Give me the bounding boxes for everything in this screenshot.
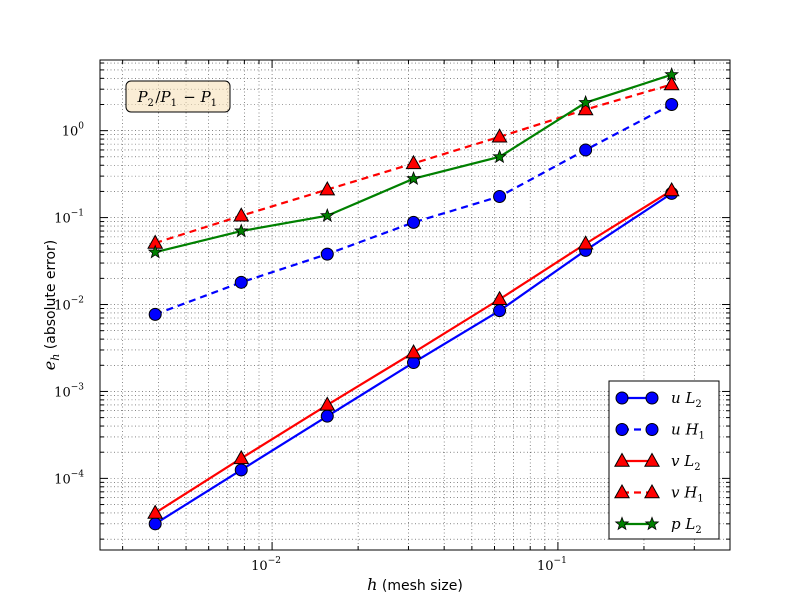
data-point-circle (615, 391, 629, 405)
data-point-circle (493, 304, 507, 318)
data-point-triangle (319, 181, 336, 196)
y-tick-label: 100 (62, 122, 85, 140)
legend: u L2 u H1 v L2 v H1 p L2 (608, 380, 720, 540)
method-annotation: P2 /P1 − P1 (125, 80, 231, 113)
data-point-circle (148, 307, 162, 321)
annotation-text: P2 /P1 − P1 (136, 88, 218, 109)
y-tick-label: 10−1 (54, 209, 84, 227)
plot-series (147, 66, 680, 531)
series-v-h1 (147, 75, 680, 249)
legend-label: u L2 (671, 389, 702, 410)
legend-entry: p L2 (614, 515, 702, 536)
data-point-circle (148, 517, 162, 531)
data-point-circle (234, 275, 248, 289)
x-tick-label: 10−1 (537, 556, 567, 574)
y-tick-label: 10−4 (54, 469, 84, 487)
data-point-triangle (319, 396, 336, 411)
data-point-triangle (491, 290, 508, 305)
data-point-star (319, 208, 335, 223)
data-point-circle (665, 97, 679, 111)
legend-entry: v L2 (614, 452, 701, 473)
data-point-circle (645, 423, 659, 436)
data-point-triangle (577, 235, 594, 250)
x-tick-label: 10−2 (251, 556, 281, 574)
y-axis-label: eh (absolute error) (40, 240, 62, 370)
data-point-circle (320, 409, 334, 423)
data-point-circle (493, 189, 507, 203)
data-point-triangle (147, 504, 164, 519)
data-point-star (644, 516, 660, 531)
data-point-star (664, 66, 680, 81)
data-point-circle (320, 247, 334, 261)
data-point-circle (579, 143, 593, 157)
data-point-triangle (644, 483, 660, 499)
data-point-star (233, 223, 249, 238)
data-point-circle (407, 356, 421, 370)
data-point-circle (407, 215, 421, 229)
data-point-triangle (614, 452, 630, 467)
data-point-triangle (233, 449, 250, 465)
data-point-circle (615, 423, 629, 436)
data-point-triangle (663, 75, 680, 91)
axis-ticks (100, 60, 730, 550)
series-u-h1 (148, 97, 679, 321)
x-axis-label: h (mesh size) (367, 575, 463, 594)
legend-entry: u H1 (615, 421, 705, 442)
axis-labels: 10−2 10−1 10−4 10−3 10−2 10−1 100 h (mesh size)… (40, 122, 567, 594)
data-point-star (578, 94, 593, 109)
annotation-box (125, 80, 231, 113)
data-point-triangle (577, 101, 594, 116)
data-point-circle (645, 391, 659, 405)
data-point-star (492, 149, 507, 164)
series-v-l2 (147, 181, 680, 519)
legend-entry: u L2 (615, 389, 702, 410)
data-point-triangle (405, 154, 422, 170)
legend-entry: v H1 (614, 483, 704, 505)
data-point-triangle (614, 483, 630, 499)
data-point-triangle (491, 128, 508, 143)
data-point-star (147, 244, 163, 259)
data-point-star (614, 516, 630, 531)
series-p-l2 (147, 66, 680, 259)
series-u-l2 (148, 186, 679, 531)
legend-label: v L2 (671, 452, 701, 473)
data-point-triangle (663, 181, 680, 197)
data-point-triangle (233, 207, 250, 222)
legend-label: p L2 (671, 515, 702, 536)
legend-label: u H1 (671, 421, 705, 442)
data-point-triangle (644, 452, 660, 467)
y-tick-label: 10−2 (54, 296, 84, 314)
data-point-triangle (405, 344, 422, 359)
data-point-circle (234, 463, 248, 477)
y-tick-label: 10−3 (54, 382, 84, 400)
legend-label: v H1 (671, 484, 704, 505)
data-point-star (406, 170, 421, 185)
